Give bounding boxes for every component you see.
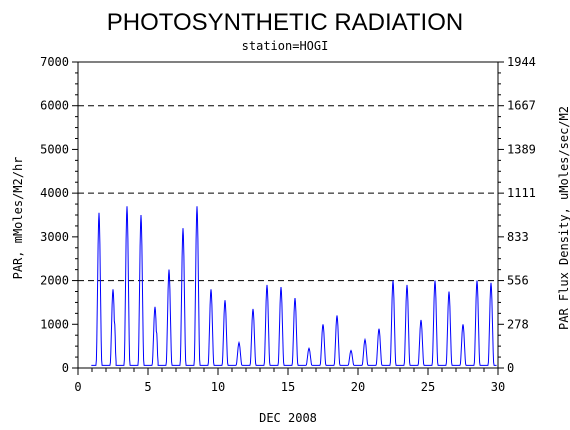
y-right-axis-label: PAR Flux Density, uMoles/sec/M2 [557, 106, 570, 330]
y-right-tick-label: 0 [507, 361, 514, 375]
y-right-tick-label: 556 [507, 274, 529, 288]
y-left-tick-label: 4000 [40, 186, 69, 200]
x-tick-label: 10 [211, 380, 225, 394]
y-right-tick-label: 1944 [507, 55, 536, 69]
y-left-tick-label: 3000 [40, 230, 69, 244]
series-group [91, 206, 497, 366]
y-right-tick-label: 1111 [507, 186, 536, 200]
x-tick-label: 0 [74, 380, 81, 394]
x-tick-label: 20 [351, 380, 365, 394]
y-left-tick-label: 0 [62, 361, 69, 375]
x-tick-label: 15 [281, 380, 295, 394]
chart-subtitle: station=HOGI [242, 39, 329, 53]
x-axis: 0 5 10 15 20 25 30 [74, 368, 505, 394]
y-right-tick-label: 1389 [507, 142, 536, 156]
x-tick-label: 5 [144, 380, 151, 394]
y-right-tick-label: 1667 [507, 99, 536, 113]
y-right-tick-label: 833 [507, 230, 529, 244]
x-axis-label: DEC 2008 [259, 411, 317, 425]
y-right-axis: 0 278 556 833 1111 1389 1667 1944 [498, 55, 536, 375]
y-left-tick-label: 7000 [40, 55, 69, 69]
x-tick-label: 30 [491, 380, 505, 394]
y-left-tick-label: 6000 [40, 99, 69, 113]
grid-lines [78, 105, 498, 282]
y-left-axis-label: PAR, mMoles/M2/hr [11, 157, 25, 280]
y-left-tick-label: 5000 [40, 142, 69, 156]
y-left-tick-label: 1000 [40, 317, 69, 331]
par-series-line [91, 206, 497, 366]
y-left-tick-label: 2000 [40, 274, 69, 288]
y-left-axis: 0 1000 2000 3000 4000 5000 6000 7000 [40, 55, 78, 375]
y-right-tick-label: 278 [507, 317, 529, 331]
chart-title: PHOTOSYNTHETIC RADIATION [107, 9, 463, 36]
x-tick-label: 25 [421, 380, 435, 394]
